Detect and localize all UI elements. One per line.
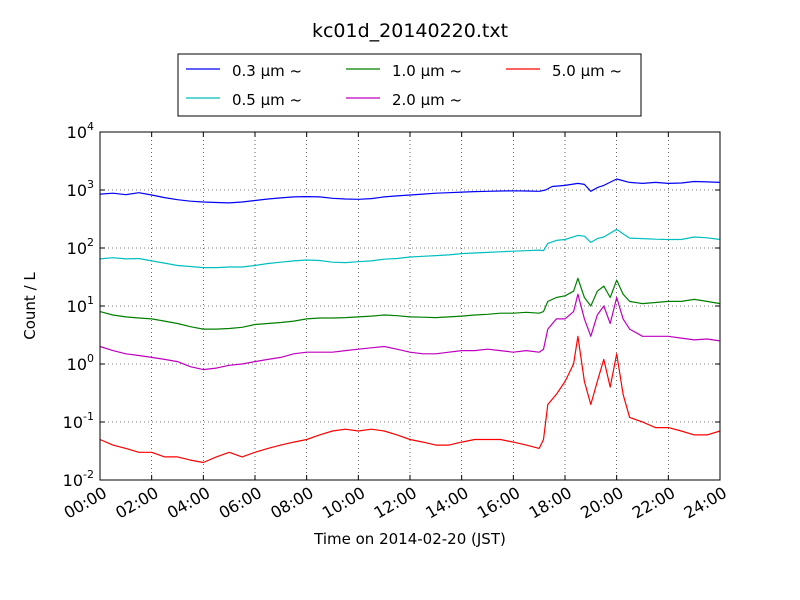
legend: 0.3 μm ~ 0.5 μm ~ 1.0 μm ~ 2.0 μm ~ 5.0 μm ~ — [177, 53, 642, 117]
legend-label-1: 0.5 μm ~ — [232, 91, 302, 109]
y-tick-label: 104 — [67, 120, 94, 142]
series-line-0 — [99, 178, 721, 204]
y-axis-label: Count / L — [21, 272, 39, 340]
series-line-3 — [99, 293, 721, 371]
legend-label-2: 1.0 μm ~ — [392, 62, 462, 80]
legend-frame — [177, 53, 642, 117]
series-line-1 — [99, 228, 721, 269]
x-axis-label: Time on 2014-02-20 (JST) — [313, 530, 506, 548]
y-tick-label: 103 — [67, 178, 94, 200]
y-tick-label: 100 — [67, 352, 94, 374]
chart-title: kc01d_20140220.txt — [312, 20, 508, 42]
series-group — [99, 178, 721, 464]
series-line-4 — [99, 335, 721, 464]
y-tick-label: 10-1 — [63, 410, 94, 432]
y-tick-label: 10-2 — [63, 468, 94, 490]
y-tick-label: 102 — [67, 236, 94, 258]
y-tick-label: 101 — [67, 294, 94, 316]
y-axis-ticks: 10-2 10-1 100 101 102 103 104 — [63, 120, 720, 490]
legend-label-4: 5.0 μm ~ — [552, 62, 622, 80]
legend-label-0: 0.3 μm ~ — [232, 62, 302, 80]
series-line-2 — [99, 277, 721, 330]
legend-label-3: 2.0 μm ~ — [392, 91, 462, 109]
